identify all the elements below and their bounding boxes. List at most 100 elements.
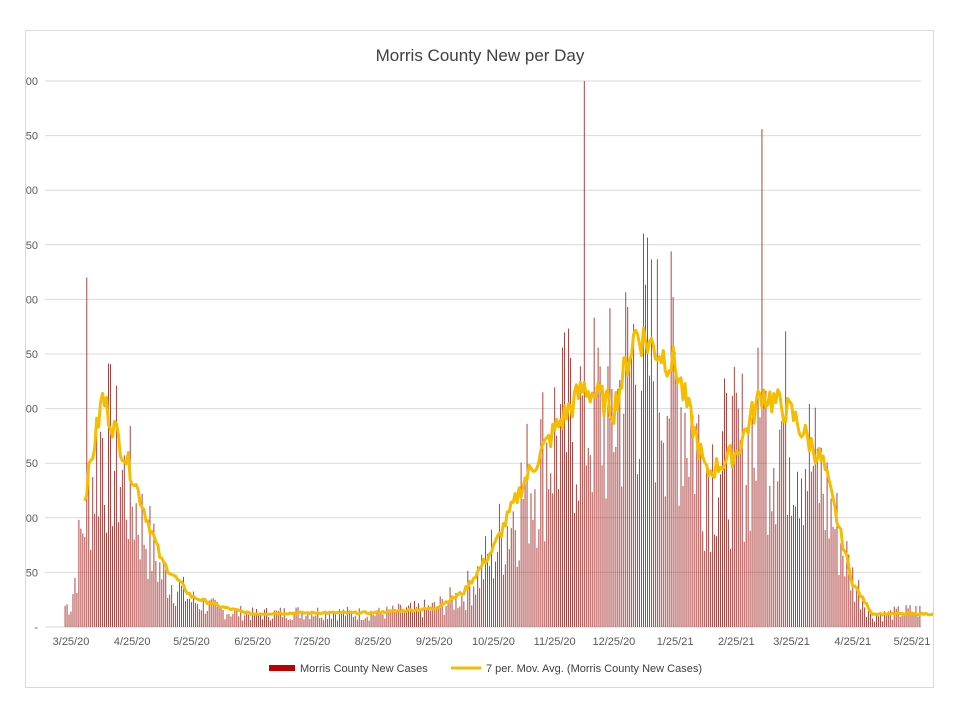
case-bar — [386, 606, 388, 627]
case-bar — [70, 611, 72, 627]
case-bar — [674, 351, 676, 627]
case-bar — [121, 469, 123, 627]
case-bar — [72, 594, 74, 627]
case-bar — [171, 585, 173, 627]
y-tick-label: 500 — [26, 76, 38, 88]
case-bar — [534, 489, 536, 627]
case-bar — [236, 608, 238, 627]
case-bar — [619, 379, 621, 627]
case-bar — [848, 554, 850, 627]
case-bar — [400, 604, 402, 627]
case-bar — [879, 614, 881, 627]
case-bar — [289, 619, 291, 627]
case-bar — [117, 522, 119, 627]
case-bar — [692, 415, 694, 627]
chart-frame: Morris County New per Day - 50 100 150 200 25… — [25, 30, 934, 688]
x-tick-label: 5/25/21 — [894, 636, 931, 648]
case-bar — [793, 504, 794, 627]
x-tick-label: 7/25/20 — [293, 636, 330, 648]
case-bar — [301, 612, 303, 627]
case-bar — [402, 612, 404, 627]
case-bar — [325, 610, 327, 627]
case-bar — [573, 512, 575, 627]
case-bar — [155, 561, 157, 627]
case-bar — [767, 534, 769, 627]
case-bar — [165, 569, 167, 627]
case-bar — [489, 565, 490, 627]
case-bar — [228, 614, 230, 627]
case-bar — [368, 620, 370, 627]
case-bar — [593, 317, 595, 627]
case-bar — [755, 480, 757, 627]
case-bar — [449, 587, 451, 627]
case-bar — [256, 608, 258, 627]
case-bar — [362, 619, 364, 627]
case-bar — [765, 390, 767, 627]
case-bar — [686, 457, 688, 627]
case-bar — [78, 519, 80, 627]
case-bar — [175, 606, 177, 627]
case-bar — [264, 609, 265, 627]
case-bar — [439, 596, 441, 627]
case-bar — [820, 447, 822, 627]
case-bar — [799, 518, 800, 627]
case-bar — [100, 431, 102, 627]
case-bar — [190, 602, 192, 627]
case-bar — [526, 423, 528, 627]
case-bar — [530, 493, 532, 627]
case-bar — [639, 459, 641, 627]
case-bar — [187, 598, 188, 627]
case-bar — [627, 306, 629, 627]
case-bar — [672, 297, 674, 627]
case-bar — [599, 366, 601, 627]
case-bar — [226, 614, 228, 627]
case-bar — [337, 620, 338, 627]
case-bar — [295, 607, 297, 627]
case-bar — [173, 603, 175, 627]
case-bar — [524, 480, 526, 627]
case-bar — [344, 615, 346, 627]
case-bar — [414, 600, 415, 627]
case-bar — [876, 615, 877, 627]
case-bar — [271, 618, 273, 627]
case-bar — [230, 616, 232, 627]
case-bar — [733, 366, 735, 627]
case-bar — [451, 595, 453, 627]
case-bar — [419, 610, 421, 627]
case-bar — [68, 614, 70, 627]
case-bar — [564, 332, 565, 627]
case-bar — [265, 608, 267, 627]
case-bar — [720, 474, 721, 627]
legend-label-moving-avg: 7 per. Mov. Avg. (Morris County New Case… — [486, 663, 702, 675]
y-axis-ticks: - 50 100 150 200 250 300 350 400 450 500 — [26, 76, 38, 634]
case-bar — [192, 591, 194, 627]
case-bar — [131, 506, 133, 627]
case-bar — [90, 549, 92, 627]
case-bar — [455, 593, 457, 627]
case-bar — [862, 600, 864, 627]
case-bar — [877, 616, 879, 627]
case-bar — [581, 395, 583, 627]
case-bar — [82, 533, 84, 627]
case-bar — [856, 588, 858, 627]
case-bar — [258, 612, 259, 627]
case-bar — [506, 526, 508, 627]
case-bar — [425, 607, 427, 627]
legend-label-cases: Morris County New Cases — [300, 663, 428, 675]
case-bar — [905, 605, 907, 627]
case-bar — [714, 534, 716, 627]
case-bar — [516, 566, 518, 627]
case-bar — [510, 528, 512, 627]
case-bar — [797, 471, 798, 627]
case-bar — [202, 598, 204, 627]
case-bar — [125, 519, 127, 627]
case-bar — [84, 537, 86, 627]
case-bar — [907, 608, 909, 627]
case-bar — [250, 619, 252, 627]
case-bar — [319, 618, 321, 627]
case-bar — [660, 440, 662, 627]
case-bar — [467, 570, 469, 627]
case-bar — [309, 619, 311, 627]
case-bar — [104, 504, 106, 627]
case-bar — [838, 574, 840, 627]
